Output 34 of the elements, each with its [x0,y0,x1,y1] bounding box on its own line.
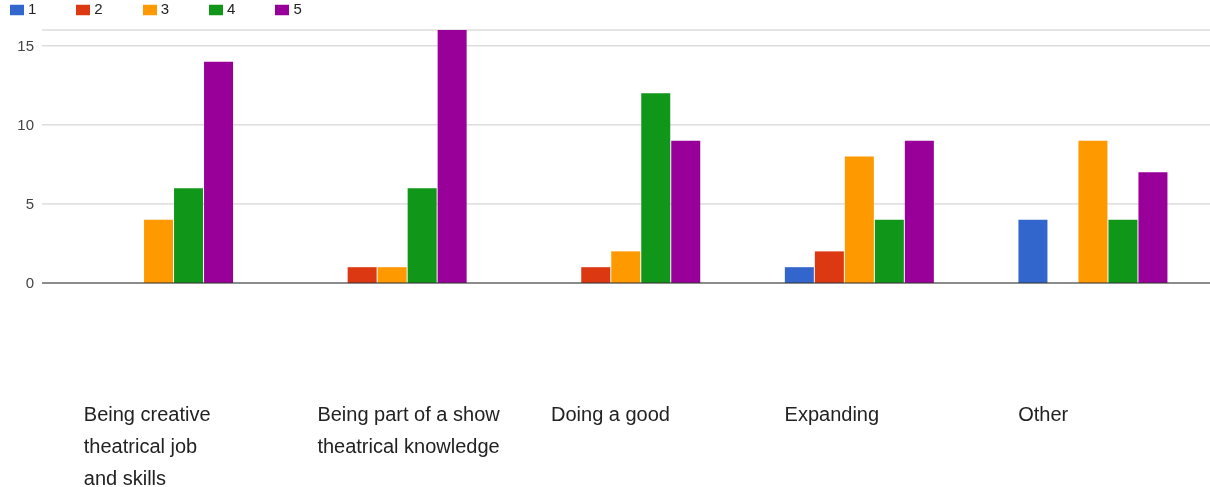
y-tick-label: 0 [25,274,34,292]
bar [1108,219,1138,283]
x-tick-label: Other [1018,403,1069,425]
y-tick-label: 5 [25,195,34,213]
x-tick-label: Doing a good [551,403,670,425]
bar [1078,140,1108,283]
legend-label: 4 [227,0,236,17]
x-tick-label: Expanding [784,403,880,425]
legend-label: 2 [94,0,103,17]
bar [174,188,204,283]
bar [904,140,934,283]
bar [874,219,904,283]
y-tick-label: 10 [17,116,34,134]
bar [1138,172,1168,283]
bar [611,251,641,283]
bar [407,188,437,283]
bar [581,267,611,283]
bar [437,30,467,283]
bar [641,93,671,283]
legend-label: 5 [293,0,302,17]
bar [814,251,844,283]
bar [204,61,234,283]
bar [377,267,407,283]
bar [1018,219,1048,283]
bar [671,140,701,283]
bar [844,156,874,283]
bar [784,267,814,283]
y-tick-label: 15 [17,37,34,55]
legend-label: 3 [160,0,170,17]
legend-label: 1 [28,0,37,17]
x-tick-label: Being part of a show theatrical knowledge [317,403,501,457]
bar [347,267,377,283]
bar [144,219,174,283]
x-tick-label: Being creative theatrical job and skills [83,403,211,487]
